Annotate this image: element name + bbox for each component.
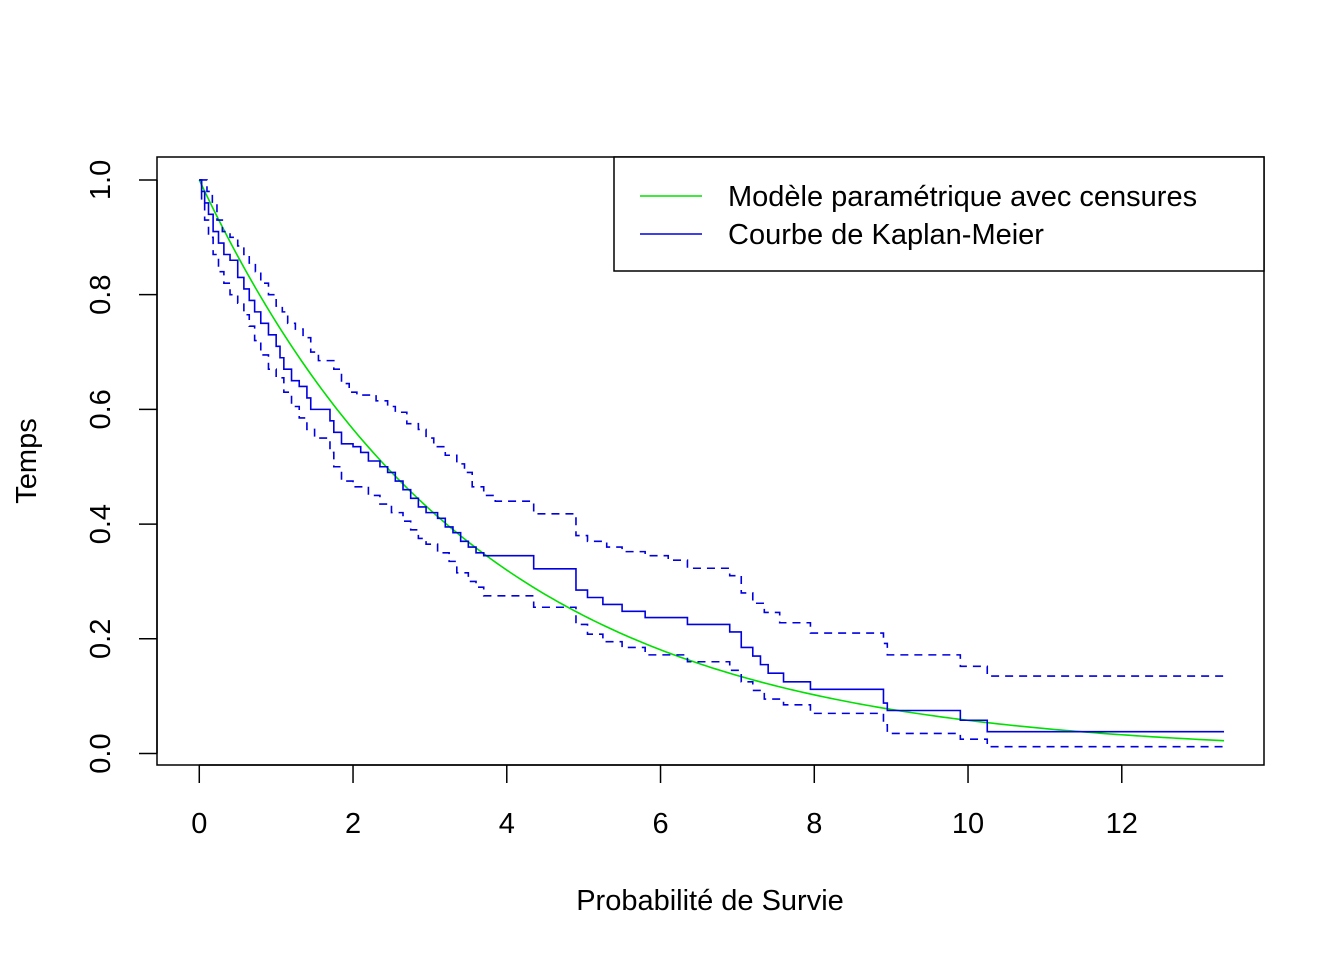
y-tick-label: 0.8 [85,274,117,314]
y-axis: 0.0 0.2 0.4 0.6 0.8 1.0 [85,160,158,774]
x-tick-label: 2 [345,808,361,840]
y-tick-label: 1.0 [85,160,117,200]
y-axis-label: Temps [11,418,43,503]
legend-label-parametric: Modèle paramétrique avec censures [728,181,1197,213]
x-tick-label: 10 [952,808,984,840]
legend-label-kaplan-meier: Courbe de Kaplan-Meier [728,219,1044,251]
series-kaplan-meier [199,179,1225,733]
x-axis: 0 2 4 6 8 10 12 [191,764,1138,840]
y-tick-label: 0.4 [85,504,117,544]
x-tick-label: 8 [806,808,822,840]
legend: Modèle paramétrique avec censures Courbe… [613,156,1265,272]
legend-box [613,156,1265,272]
y-tick-label: 0.0 [85,733,117,773]
y-tick-label: 0.2 [85,619,117,659]
series-parametric-curve [198,179,1225,742]
series-km-upper-ci [199,179,1225,677]
x-tick-label: 6 [652,808,668,840]
x-tick-label: 12 [1106,808,1138,840]
x-axis-label: Probabilité de Survie [576,885,844,917]
x-tick-label: 4 [499,808,515,840]
x-tick-label: 0 [191,808,207,840]
y-tick-label: 0.6 [85,389,117,429]
series-layer [198,179,1225,748]
